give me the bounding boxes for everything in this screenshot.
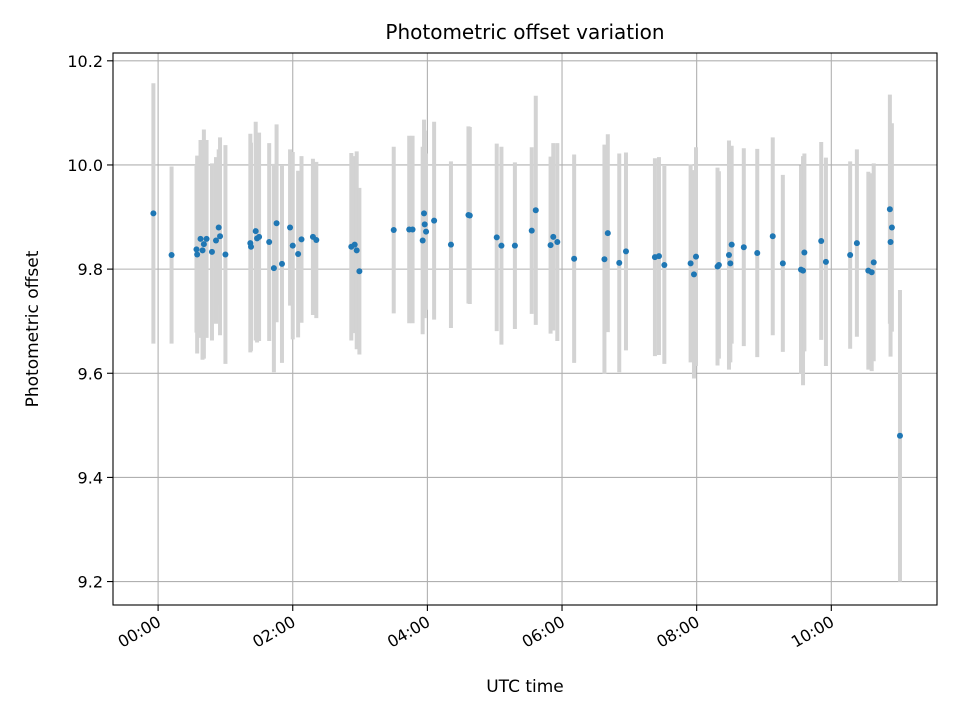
y-tick-label: 9.6 (78, 364, 103, 383)
data-point (655, 253, 662, 260)
x-axis-label: UTC time (486, 677, 564, 697)
data-point (270, 265, 277, 272)
data-point (554, 239, 561, 246)
data-point (208, 248, 215, 255)
data-point (248, 243, 255, 250)
data-point (421, 210, 428, 217)
data-point (511, 242, 518, 249)
data-point (604, 230, 611, 237)
data-point (740, 244, 747, 251)
data-point (215, 224, 222, 231)
data-point (278, 260, 285, 267)
data-point (213, 237, 219, 244)
data-point (888, 224, 895, 231)
plot-frame (112, 52, 938, 606)
data-point (419, 237, 426, 244)
data-point (754, 249, 761, 256)
data-point (550, 233, 557, 240)
data-point (256, 233, 263, 240)
data-point (289, 242, 296, 249)
data-point (853, 240, 860, 247)
data-point (356, 268, 363, 275)
data-point (197, 235, 204, 242)
data-point (779, 260, 786, 267)
data-point (727, 260, 734, 267)
data-point (822, 258, 829, 265)
data-point (217, 233, 224, 240)
data-points (150, 206, 903, 439)
data-point (728, 241, 735, 248)
data-point (886, 206, 893, 213)
data-point (692, 253, 699, 260)
data-point (493, 234, 500, 241)
data-point (715, 261, 722, 268)
y-tick-label: 9.8 (78, 260, 103, 279)
data-point (409, 226, 416, 233)
data-point (896, 432, 903, 439)
data-point (252, 228, 259, 235)
data-point (622, 248, 629, 255)
data-point (295, 251, 302, 258)
data-point (431, 217, 438, 224)
data-point (353, 247, 360, 254)
data-point (193, 246, 200, 253)
data-point (222, 251, 229, 258)
data-point (887, 239, 894, 246)
data-point (847, 252, 854, 259)
data-point (868, 269, 875, 276)
y-tick-label: 9.4 (78, 468, 103, 487)
data-point (423, 228, 430, 235)
data-point (661, 261, 668, 268)
data-point (725, 252, 732, 259)
y-axis-ticks: 9.2 9.4 9.6 9.8 10.0 10.2 (67, 52, 113, 592)
data-point (616, 259, 623, 266)
data-point (150, 210, 157, 217)
data-point (818, 237, 825, 244)
data-point (273, 220, 280, 227)
chart-title: Photometric offset variation (385, 20, 664, 44)
data-point (447, 241, 454, 248)
data-point (800, 267, 807, 274)
y-tick-label: 9.2 (78, 573, 103, 592)
data-point (298, 236, 305, 243)
data-point (769, 233, 776, 240)
data-point (203, 235, 210, 242)
data-point (870, 259, 877, 266)
data-point (801, 249, 808, 256)
data-point (498, 242, 505, 249)
data-point (266, 239, 273, 246)
data-point (313, 236, 320, 243)
data-point (466, 212, 473, 219)
data-point (687, 260, 694, 267)
data-point (547, 242, 554, 249)
data-point (571, 255, 578, 262)
data-point (390, 227, 397, 234)
data-point (532, 207, 539, 214)
data-point (194, 251, 201, 258)
data-point (351, 241, 358, 248)
data-point (528, 227, 535, 234)
data-point (168, 252, 175, 259)
y-tick-label: 10.2 (67, 52, 103, 71)
data-point (287, 224, 294, 231)
y-axis-label: Photometric offset (23, 250, 43, 407)
data-point (601, 256, 608, 263)
data-point (421, 221, 428, 228)
data-point (199, 247, 206, 254)
y-tick-label: 10.0 (67, 156, 103, 175)
data-point (200, 241, 207, 248)
data-point (690, 271, 697, 278)
